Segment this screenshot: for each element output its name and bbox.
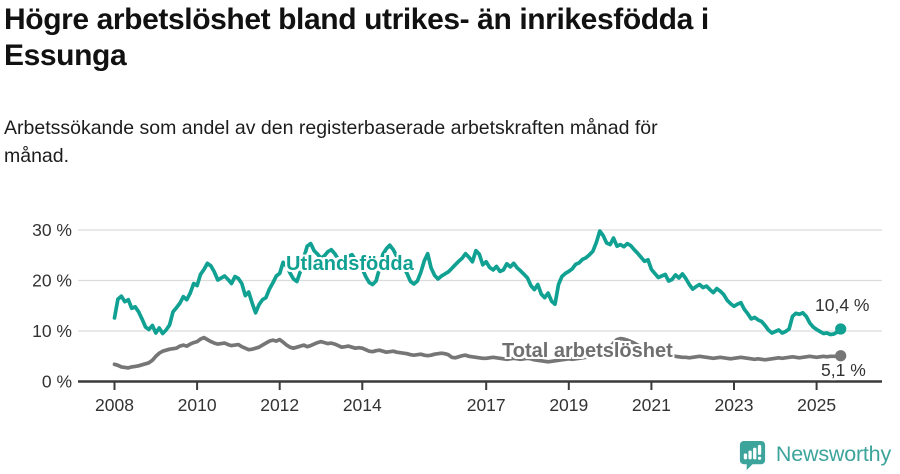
x-axis-tick-label-2025: 2025 bbox=[797, 395, 836, 415]
y-axis-tick-label-10: 10 % bbox=[32, 321, 72, 341]
y-axis-tick-label-20: 20 % bbox=[32, 271, 72, 291]
chart-subtitle-line-2: månad. bbox=[4, 145, 70, 167]
series-label-total-arbetsloshet: Total arbetslöshet bbox=[502, 340, 673, 362]
x-axis-tick-label-2021: 2021 bbox=[632, 395, 671, 415]
chart-title-line-2: Essunga bbox=[4, 39, 127, 72]
newsworthy-logo: Newsworthy bbox=[737, 439, 891, 470]
x-axis-tick-label-2017: 2017 bbox=[467, 395, 506, 415]
end-value-label-utlandsfodda: 10,4 % bbox=[815, 295, 870, 315]
series-line-total-arbetsl-shet bbox=[112, 335, 843, 370]
newsworthy-wordmark: Newsworthy bbox=[775, 442, 891, 466]
chart-title: Högre arbetslöshet bland utrikes- än inr… bbox=[4, 2, 709, 74]
y-axis-tick-label-0: 0 % bbox=[42, 372, 72, 392]
chart-title-line-1: Högre arbetslöshet bland utrikes- än inr… bbox=[4, 3, 709, 36]
x-axis-tick-label-2008: 2008 bbox=[95, 395, 134, 415]
x-axis-tick-label-2023: 2023 bbox=[715, 395, 754, 415]
x-axis-tick-label-2019: 2019 bbox=[549, 395, 588, 415]
series-line-utlandsf-dda bbox=[112, 229, 843, 337]
x-axis-tick-label-2014: 2014 bbox=[343, 395, 382, 415]
end-value-label-total: 5,1 % bbox=[821, 360, 866, 380]
y-axis-tick-label-30: 30 % bbox=[32, 220, 72, 240]
series-end-dot-total-arbetsl-shet bbox=[835, 350, 847, 362]
chart-subtitle-line-1: Arbetssökande som andel av den registerb… bbox=[4, 117, 658, 139]
series-end-dot-utlandsf-dda bbox=[835, 323, 847, 335]
series-label-utlandsfodda: Utlandsfödda bbox=[286, 253, 414, 275]
newsworthy-speech-bubble-icon bbox=[739, 440, 765, 470]
x-axis-tick-label-2012: 2012 bbox=[260, 395, 299, 415]
x-axis-tick-label-2010: 2010 bbox=[178, 395, 217, 415]
chart-subtitle: Arbetssökande som andel av den registerb… bbox=[4, 114, 658, 170]
